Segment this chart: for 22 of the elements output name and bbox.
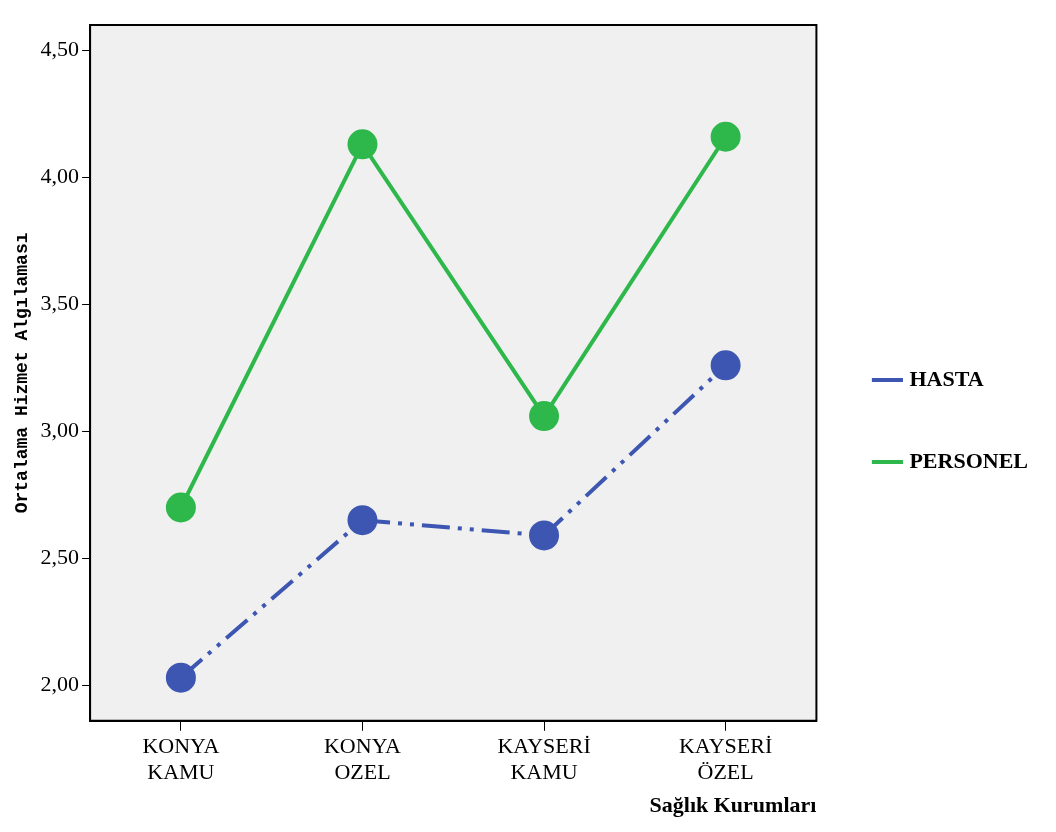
x-tick-label: KONYA KAMU [142, 732, 220, 785]
legend-label: PERSONEL [909, 447, 1029, 473]
x-tick-label: KAYSERİ ÖZEL [678, 732, 773, 785]
y-tick-label: 4,50 [40, 36, 80, 62]
point [710, 350, 741, 381]
point [347, 505, 378, 536]
legend-label: HASTA [909, 365, 984, 391]
x-tick-label: KONYA OZEL [323, 732, 402, 785]
point [710, 121, 741, 152]
point [165, 492, 196, 523]
point [347, 129, 378, 160]
point [165, 662, 196, 693]
y-tick-label: 2,50 [40, 544, 80, 570]
y-tick-label: 4,00 [40, 163, 80, 189]
y-tick-label: 3,00 [40, 417, 80, 443]
y-tick-label: 2,00 [40, 671, 80, 697]
point [529, 401, 560, 432]
x-tick-label: KAYSERİ KAMU [497, 732, 591, 785]
y-axis-title: Ortalama Hizmet Algılaması [12, 232, 33, 514]
x-axis-title: Sağlık Kurumları [649, 792, 817, 818]
point [529, 520, 560, 551]
y-tick-label: 3,50 [40, 290, 80, 316]
